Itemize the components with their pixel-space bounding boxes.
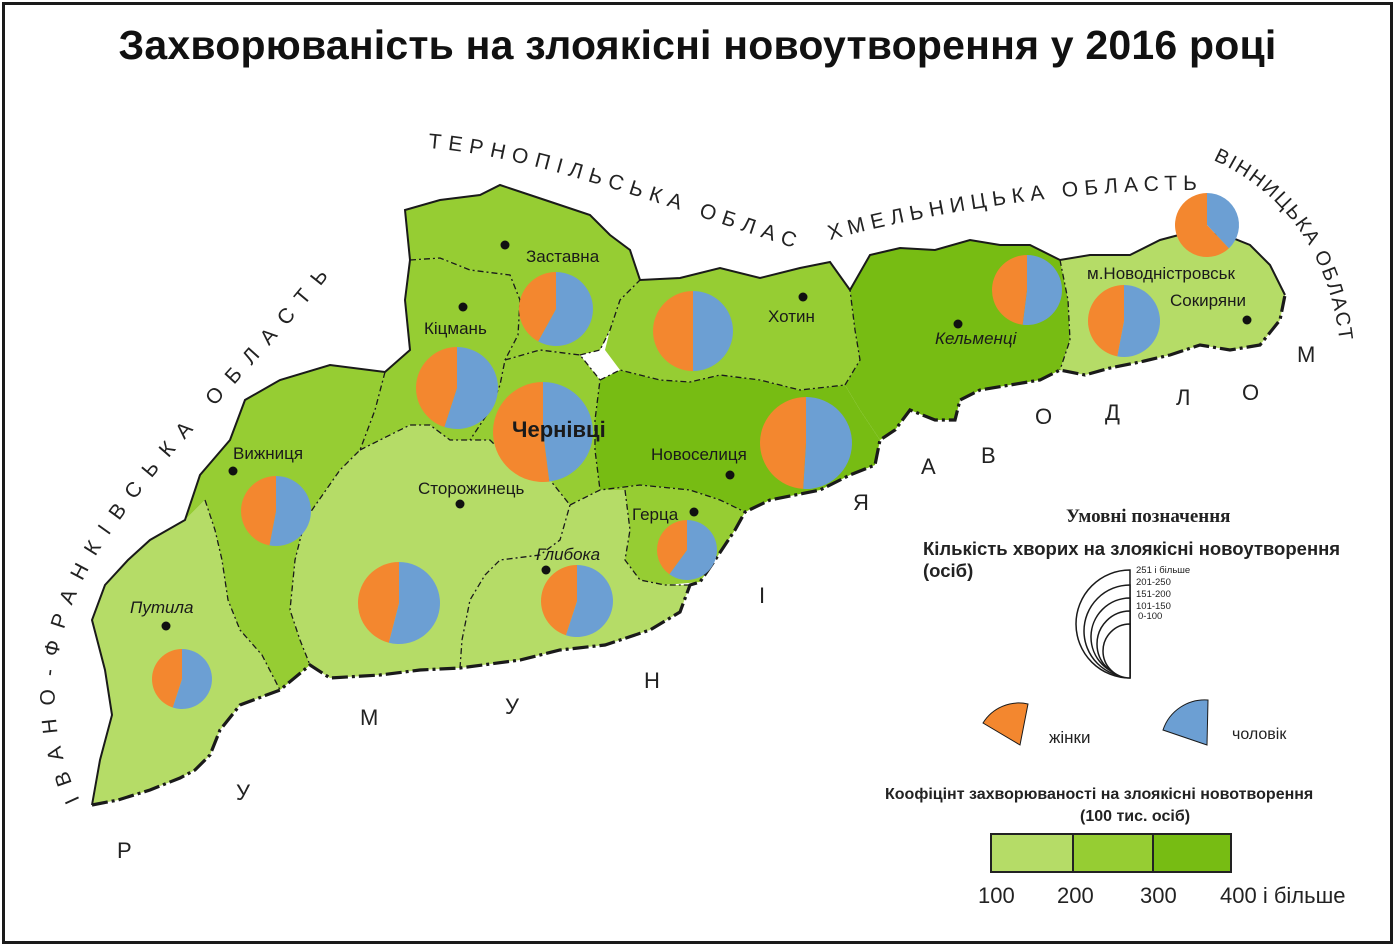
label-ternopil-oblast: ТЕРНОПІЛЬСЬКА ОБЛАСТЬ	[0, 0, 805, 255]
label-vyzhnytsia: Вижниця	[233, 444, 303, 463]
dot-vyzhnytsia	[228, 466, 238, 476]
moldova-letters-letter-1: О	[1242, 380, 1259, 405]
pie-men-zastavna	[538, 272, 593, 346]
legend-size-symbol	[1075, 569, 1131, 679]
legend-women-label: жінки	[1049, 728, 1091, 747]
dot-putyla	[161, 621, 171, 631]
pie-men-vyzhnytsia	[269, 476, 311, 546]
label-hlyboka: Глибока	[536, 545, 600, 564]
dot-hertsa	[689, 507, 699, 517]
moldova-letters-letter-5: В	[981, 443, 996, 468]
pie-men-khotyn	[693, 291, 733, 371]
label-sokyriany: Сокиряни	[1170, 291, 1246, 310]
scale-box-300-400	[1152, 833, 1232, 873]
label-kitsman: Кіцмань	[424, 319, 487, 338]
label-putyla: Путила	[130, 598, 193, 617]
label-novodnistrovsk: м.Новодністровськ	[1087, 264, 1236, 283]
pie-women-putyla	[152, 649, 182, 708]
romania-letters-letter-0: Р	[117, 838, 132, 863]
pie-women-sokyriany	[1175, 193, 1229, 257]
pie-women-khotyn	[653, 291, 693, 371]
district-borders	[204, 257, 1071, 691]
moldova-letters-letter-6: А	[921, 454, 936, 479]
pie-men-storozhynets	[388, 562, 440, 644]
pie-women-vyzhnytsia	[240, 476, 276, 546]
label-novoselytsia: Новоселиця	[651, 445, 747, 464]
pie-men-novoselytsia	[803, 397, 852, 489]
romania-letters-letter-2: М	[360, 705, 378, 730]
legend-coef-units: (100 тис. осіб)	[1080, 808, 1191, 825]
oblast-north-boundary	[90, 183, 1286, 806]
legend-size-class-1: 251 і більше	[1136, 565, 1191, 576]
scale-label-300: 300	[1140, 883, 1177, 908]
label-chernivtsi: Чернівці	[512, 417, 606, 442]
pie-men-hlyboka	[565, 565, 613, 637]
dot-storozhynets	[455, 499, 465, 509]
legend-size-class-4: 101-150	[1136, 601, 1171, 612]
scale-label-100: 100	[978, 883, 1015, 908]
pie-men-hertsa	[669, 520, 717, 581]
dot-novoselytsia	[725, 470, 735, 480]
pie-men-novodnistrovsk	[1117, 285, 1161, 357]
pie-men-chernivtsi	[543, 382, 593, 482]
legend-coef-title: Коофіцінт захворюваності на злоякісні но…	[885, 786, 1314, 803]
legend-title: Умовні позначення	[1066, 506, 1231, 527]
scale-box-200-300	[1072, 833, 1154, 873]
dot-kitsman	[458, 302, 468, 312]
label-khotyn: Хотин	[768, 307, 815, 326]
legend-men-sector	[1162, 699, 1209, 746]
dot-hlyboka	[541, 565, 551, 575]
moldova-letters-letter-2: Л	[1176, 385, 1190, 410]
moldova-letters-letter-0: М	[1297, 342, 1315, 367]
pie-women-kelmentsi	[991, 255, 1027, 325]
legend-count-title: Кількість хворих на злоякісні новоутворе…	[923, 538, 1341, 581]
legend-size-class-2: 201-250	[1136, 577, 1171, 588]
label-storozhynets: Сторожинець	[418, 479, 524, 498]
pie-women-chernivtsi	[492, 382, 550, 482]
legend-size-class-3: 151-200	[1136, 589, 1171, 600]
label-khmelnytskyi-oblast: ХМЕЛЬНИЦЬКА ОБЛАСТЬ	[825, 172, 1203, 245]
label-kelmentsi: Кельменці	[935, 329, 1018, 348]
romania-letters-letter-5: І	[759, 583, 765, 608]
pie-women-novoselytsia	[759, 397, 806, 489]
scale-label-200: 200	[1057, 883, 1094, 908]
dot-kelmentsi	[953, 319, 963, 329]
pie-women-novodnistrovsk	[1088, 285, 1124, 357]
dot-zastavna	[500, 240, 510, 250]
legend-women-sector	[982, 702, 1029, 746]
moldova-letters-letter-3: Д	[1105, 400, 1120, 425]
pie-women-kitsman	[416, 347, 457, 427]
romania-letters-letter-6: Я	[853, 490, 869, 515]
pie-women-hertsa	[657, 520, 687, 575]
pie-charts	[152, 193, 1239, 709]
city-labels: Заставна Хотин Кіцмань Кельменці м.Новод…	[130, 247, 1246, 617]
pie-men-kitsman	[444, 347, 498, 429]
label-zastavna: Заставна	[526, 247, 600, 266]
pie-women-storozhynets	[357, 562, 399, 643]
legend-men-label: чоловік	[1232, 726, 1287, 743]
map-title: Захворюваність на злоякісні новоутворенн…	[118, 22, 1277, 68]
moldova-letters-letter-4: О	[1035, 404, 1052, 429]
label-romania: Р У М У Н І Я	[117, 490, 869, 863]
oblast-boundary	[91, 294, 1287, 807]
label-moldova: М О Л Д О В А	[921, 342, 1315, 479]
romania-letters-letter-4: Н	[644, 668, 660, 693]
pie-men-sokyriany	[1207, 193, 1239, 249]
scale-label-400: 400 і більше	[1220, 883, 1346, 908]
scale-box-100-200	[990, 833, 1074, 873]
romania-letters-letter-3: У	[505, 694, 520, 719]
label-hertsa: Герца	[632, 505, 679, 524]
pie-women-hlyboka	[540, 565, 577, 636]
romania-letters-letter-1: У	[236, 780, 251, 805]
pie-women-zastavna	[519, 272, 556, 342]
dot-sokyriany	[1242, 315, 1252, 325]
dot-khotyn	[798, 292, 808, 302]
pie-men-kelmentsi	[1022, 255, 1062, 325]
legend-size-class-5: 0-100	[1138, 611, 1163, 622]
pie-men-putyla	[172, 649, 213, 709]
city-dots	[161, 240, 1252, 631]
